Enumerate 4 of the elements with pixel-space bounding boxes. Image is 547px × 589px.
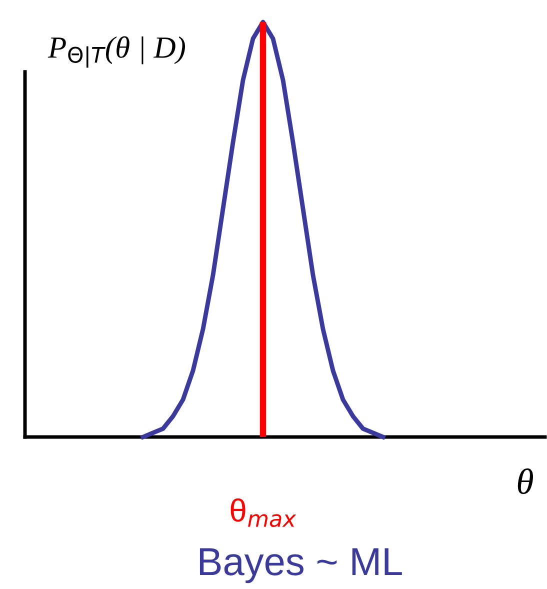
x-axis-title: θ <box>518 468 534 494</box>
y-axis-title: P$_{Θ|T}$(θ | D) <box>48 36 186 68</box>
text: Bayes ~ ML <box>200 548 402 584</box>
text: θ$_{max}$ <box>230 498 296 528</box>
